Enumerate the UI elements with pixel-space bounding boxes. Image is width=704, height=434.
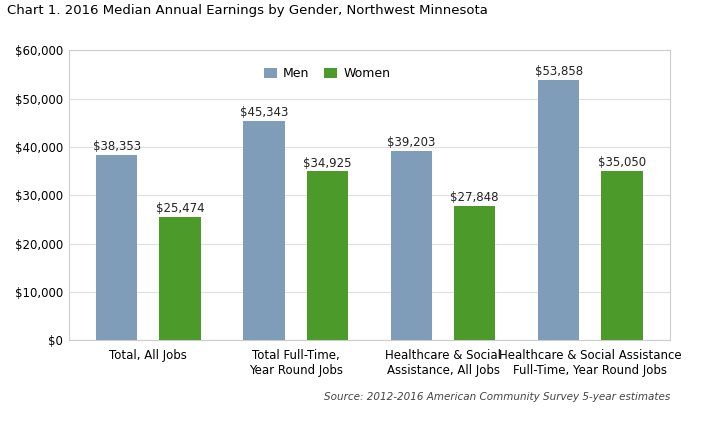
Text: $38,353: $38,353 [93, 140, 141, 153]
Bar [601, 171, 643, 340]
Bar [538, 80, 579, 340]
Text: $35,050: $35,050 [598, 156, 646, 169]
Bar [96, 155, 137, 340]
Bar [307, 171, 348, 340]
Legend: Men, Women: Men, Women [259, 62, 395, 85]
Text: $53,858: $53,858 [534, 65, 583, 78]
Bar [454, 206, 496, 340]
Text: $39,203: $39,203 [387, 136, 436, 149]
Text: Source: 2012-2016 American Community Survey 5-year estimates: Source: 2012-2016 American Community Sur… [324, 392, 670, 402]
Bar [391, 151, 432, 340]
Text: $45,343: $45,343 [240, 106, 288, 119]
Text: $34,925: $34,925 [303, 157, 351, 170]
Text: $25,474: $25,474 [156, 202, 204, 215]
Text: Chart 1. 2016 Median Annual Earnings by Gender, Northwest Minnesota: Chart 1. 2016 Median Annual Earnings by … [7, 4, 488, 17]
Bar [244, 121, 284, 340]
Bar [160, 217, 201, 340]
Text: $27,848: $27,848 [451, 191, 499, 204]
